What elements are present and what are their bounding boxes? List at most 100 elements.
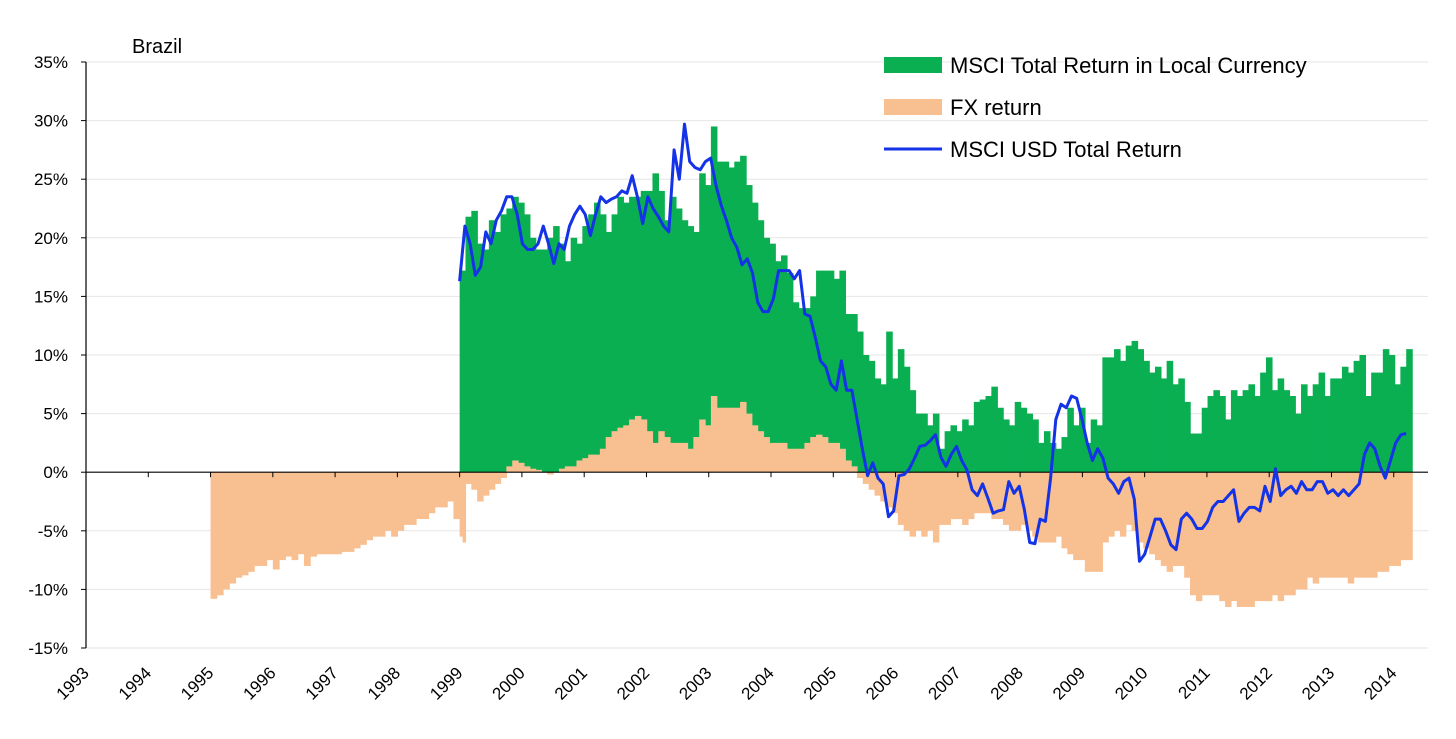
- local-bar: [1365, 396, 1372, 473]
- legend-label-usd: MSCI USD Total Return: [950, 137, 1182, 162]
- local-bar: [529, 237, 537, 473]
- fx-bar: [1312, 472, 1320, 584]
- fx-bar: [328, 472, 336, 555]
- local-bar: [1295, 413, 1302, 473]
- fx-bar: [886, 472, 893, 508]
- fx-bar: [1382, 472, 1390, 572]
- fx-bar: [216, 472, 224, 596]
- fx-bar: [1026, 472, 1033, 531]
- local-bar: [1195, 433, 1203, 473]
- fx-bar: [821, 437, 829, 473]
- fx-bar: [303, 472, 311, 566]
- x-tick-label: 2005: [800, 663, 840, 703]
- y-tick-label: -5%: [38, 522, 68, 541]
- fx-bar: [403, 472, 411, 525]
- fx-bar: [839, 448, 846, 473]
- x-tick-label: 1997: [302, 663, 342, 703]
- local-bar: [868, 360, 876, 473]
- x-tick-label: 2002: [613, 663, 653, 703]
- y-tick-label: 35%: [34, 53, 68, 72]
- x-tick-label: 2012: [1236, 663, 1276, 703]
- local-bar: [1108, 357, 1115, 473]
- local-bar: [745, 185, 753, 473]
- fx-bar: [664, 437, 671, 473]
- fx-bar: [874, 472, 881, 496]
- local-bar: [1061, 437, 1069, 473]
- fx-bar: [1219, 472, 1226, 602]
- fx-bar: [991, 472, 998, 520]
- fx-bar: [353, 472, 361, 549]
- fx-bar: [985, 472, 992, 514]
- fx-bar: [997, 472, 1004, 520]
- local-bar: [553, 226, 560, 473]
- x-tick-label: 1995: [177, 663, 217, 703]
- fx-bar: [210, 472, 218, 599]
- fx-bar: [1125, 472, 1133, 525]
- fx-bar: [1336, 472, 1343, 578]
- local-bar: [1225, 419, 1232, 473]
- local-bar: [471, 210, 478, 473]
- fx-bar: [397, 472, 405, 531]
- fx-return-bars: [210, 396, 1413, 607]
- local-bar: [500, 214, 508, 473]
- fx-bar: [669, 442, 677, 473]
- fx-bar: [757, 431, 765, 473]
- local-bar: [1254, 396, 1261, 473]
- fx-bar: [634, 415, 642, 473]
- local-bar: [535, 249, 543, 473]
- fx-bar: [1114, 472, 1121, 531]
- local-bar: [991, 386, 998, 473]
- fx-bar: [856, 472, 864, 479]
- local-bar: [1190, 433, 1197, 473]
- fx-bar: [1102, 472, 1109, 543]
- local-bar: [816, 270, 823, 473]
- local-bar: [564, 261, 572, 473]
- usd-return-line: [458, 122, 1407, 563]
- local-bar: [886, 331, 893, 473]
- fx-bar: [384, 472, 392, 531]
- local-bar: [1324, 396, 1331, 473]
- local-bar: [518, 202, 525, 473]
- fx-bar: [1260, 472, 1267, 602]
- local-bar: [1336, 378, 1343, 473]
- fx-bar: [623, 425, 630, 473]
- fx-bar: [932, 472, 940, 543]
- local-bar: [1038, 442, 1045, 473]
- local-bar: [1166, 360, 1174, 473]
- local-bar: [897, 349, 905, 473]
- local-bar: [716, 161, 724, 473]
- fx-bar: [529, 468, 537, 473]
- local-bar: [646, 190, 654, 473]
- local-bar: [687, 226, 695, 473]
- local-bar: [1143, 360, 1150, 473]
- fx-bar: [716, 407, 724, 473]
- local-bar: [862, 355, 870, 473]
- fx-bar: [235, 472, 243, 578]
- fx-bar: [786, 448, 794, 473]
- fx-bar: [1096, 472, 1103, 572]
- x-tick-label: 2013: [1298, 663, 1338, 703]
- fx-bar: [1242, 472, 1250, 607]
- local-bar: [962, 419, 969, 473]
- x-tick-label: 1998: [364, 663, 404, 703]
- x-tick-label: 2009: [1049, 663, 1089, 703]
- local-bar: [851, 313, 858, 473]
- fx-bar: [506, 466, 513, 473]
- x-tick-label: 1999: [426, 663, 466, 703]
- local-bar: [1271, 390, 1279, 473]
- local-bar: [1213, 390, 1220, 473]
- fx-bar: [1108, 472, 1115, 537]
- fx-bar: [1400, 472, 1407, 561]
- fx-bar: [459, 472, 464, 537]
- fx-bar: [705, 425, 712, 473]
- fx-bar: [1371, 472, 1378, 578]
- fx-bar: [279, 472, 286, 561]
- fx-bar: [523, 466, 531, 473]
- local-bar: [1160, 378, 1168, 473]
- fx-bar: [1225, 472, 1232, 607]
- local-bar: [669, 196, 677, 473]
- fx-bar: [1289, 472, 1296, 596]
- fx-bar: [558, 468, 566, 473]
- local-bar: [1376, 372, 1384, 473]
